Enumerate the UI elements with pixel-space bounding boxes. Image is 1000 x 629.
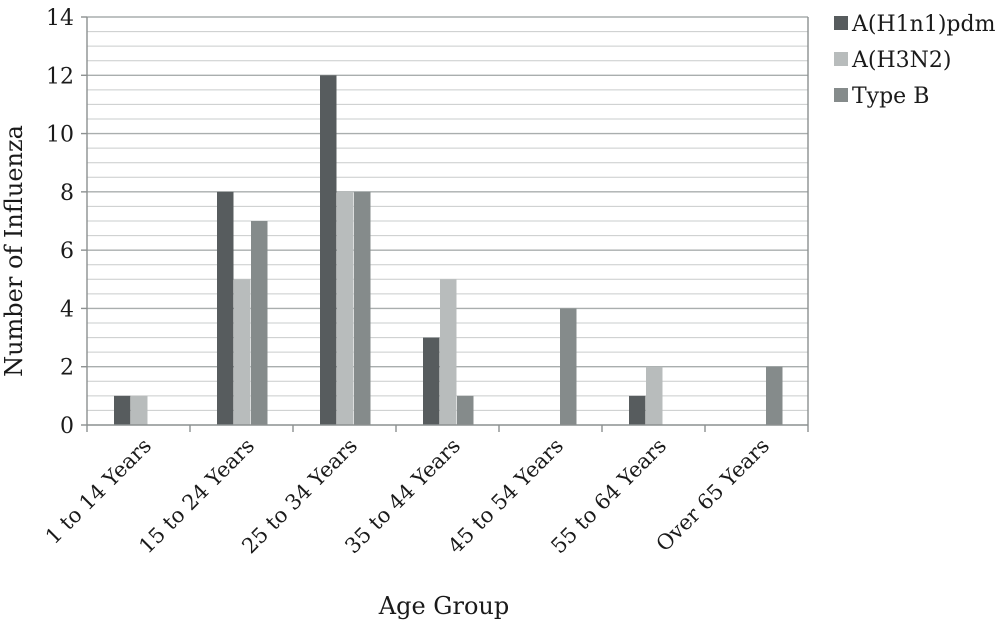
- x-axis-label: Age Group: [378, 592, 509, 620]
- bar-type-b-3: [457, 395, 474, 425]
- bar-a-h3n2--2: [337, 191, 354, 425]
- bar-a-h3n2--0: [131, 395, 148, 425]
- legend-swatch: [834, 88, 848, 102]
- bar-type-b-6: [766, 366, 783, 425]
- bar-type-b-4: [560, 308, 577, 425]
- bar-a-h1n1-pdm-1: [217, 191, 234, 425]
- legend-label: Type B: [852, 84, 929, 109]
- y-tick-label: 0: [60, 414, 74, 439]
- grid-layer: [87, 16, 808, 411]
- y-tick-label: 12: [46, 64, 74, 89]
- y-tick-label: 6: [60, 239, 74, 264]
- axes-layer: [81, 16, 809, 432]
- bar-a-h1n1-pdm-0: [114, 395, 131, 425]
- bar-a-h3n2--1: [234, 279, 251, 425]
- bars-layer: [114, 75, 783, 426]
- bar-a-h3n2--5: [646, 366, 663, 425]
- bar-a-h1n1-pdm-5: [629, 395, 646, 425]
- y-tick-label: 14: [46, 6, 74, 31]
- bar-a-h1n1-pdm-2: [320, 75, 337, 426]
- bar-type-b-2: [354, 191, 371, 425]
- bar-a-h3n2--3: [440, 279, 457, 425]
- bar-a-h1n1-pdm-3: [423, 337, 440, 425]
- y-tick-label: 10: [46, 123, 74, 148]
- legend-label: A(H3N2): [851, 48, 951, 73]
- legend-swatch: [834, 16, 848, 30]
- legend-swatch: [834, 52, 848, 66]
- y-tick-label: 8: [60, 181, 74, 206]
- x-tick-label: 1 to 14 Years: [41, 434, 156, 549]
- x-tick-label: Over 65 Years: [651, 434, 774, 557]
- bar-type-b-1: [251, 221, 268, 425]
- y-axis-label: Number of Influenza: [0, 125, 28, 377]
- y-tick-label: 2: [60, 356, 74, 381]
- legend-label: A(H1n1)pdm: [851, 12, 996, 37]
- y-tick-labels: 0 2 4 6 8 10 12 14: [46, 6, 74, 439]
- y-tick-label: 4: [60, 297, 74, 322]
- legend: A(H1n1)pdm A(H3N2) Type B: [834, 12, 996, 109]
